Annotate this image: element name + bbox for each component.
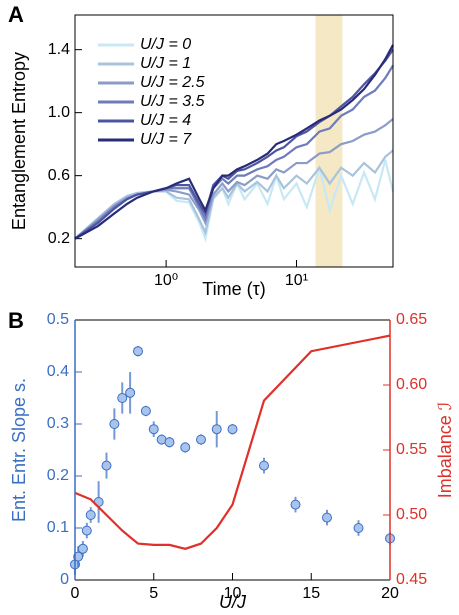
y-tick-label: 0.2 — [47, 467, 69, 484]
y2-tick-label: 0.50 — [396, 506, 427, 523]
y2-tick-label: 0.65 — [396, 311, 427, 328]
panel-label: A — [8, 2, 24, 27]
panel-label: B — [8, 308, 24, 333]
y-axis-title: Ent. Entr. Slope s. — [9, 378, 29, 522]
x-axis-title: U/J — [219, 592, 247, 612]
highlight — [315, 15, 343, 267]
x-tick-label: 15 — [302, 585, 320, 602]
y-axis-title: Entanglement Entropy — [9, 52, 29, 230]
y-tick-label: 0.1 — [47, 519, 69, 536]
y-tick-label: 0.2 — [48, 230, 70, 247]
y2-tick-label: 0.60 — [396, 376, 427, 393]
series-line — [74, 149, 394, 240]
series-line — [74, 44, 394, 240]
data-point — [290, 499, 301, 510]
data-point — [148, 424, 159, 435]
legend-label: U/J = 3.5 — [140, 93, 205, 110]
y2-tick-label: 0.45 — [396, 571, 427, 588]
y-tick-label: 0.3 — [47, 415, 69, 432]
data-point — [259, 460, 269, 471]
data-point — [133, 346, 143, 357]
data-point — [81, 525, 92, 536]
data-point — [125, 387, 136, 398]
legend-label: U/J = 1 — [140, 55, 191, 72]
data-point — [117, 393, 128, 403]
y-tick-label: 1.0 — [48, 104, 70, 121]
y2-tick-label: 0.55 — [396, 441, 427, 458]
data-point — [109, 419, 120, 429]
x-tick-label: 10¹ — [285, 272, 308, 289]
data-point — [211, 424, 222, 435]
legend-label: U/J = 4 — [140, 112, 191, 129]
y-tick-label: 1.4 — [48, 41, 70, 58]
y-tick-label: 0.5 — [47, 311, 69, 328]
data-point — [101, 460, 112, 471]
y2-axis-title: Imbalance ℐ — [435, 402, 455, 499]
x-tick-label: 0 — [71, 585, 80, 602]
y-tick-label: 0.6 — [48, 167, 70, 184]
y-tick-label: 0.4 — [47, 363, 69, 380]
legend-label: U/J = 2.5 — [140, 74, 205, 91]
data-point — [164, 437, 175, 448]
data-point — [85, 510, 96, 520]
legend-label: U/J = 7 — [140, 131, 192, 148]
x-tick-label: 10⁰ — [154, 272, 178, 289]
x-tick-label: 10 — [224, 585, 242, 602]
plot-frame — [74, 14, 394, 268]
data-point — [227, 424, 238, 435]
data-point — [180, 442, 191, 453]
data-point — [140, 406, 151, 416]
data-point — [353, 523, 364, 533]
x-tick-label: 5 — [149, 585, 158, 602]
series-line — [74, 64, 394, 240]
x-tick-label: 20 — [381, 585, 399, 602]
data-point — [77, 543, 88, 554]
y-tick-label: 0 — [60, 571, 69, 588]
series-line — [74, 334, 391, 550]
legend-label: U/J = 0 — [140, 36, 191, 53]
x-axis-title: Time (τ) — [202, 279, 265, 299]
data-point — [322, 512, 332, 523]
data-point — [196, 434, 206, 445]
